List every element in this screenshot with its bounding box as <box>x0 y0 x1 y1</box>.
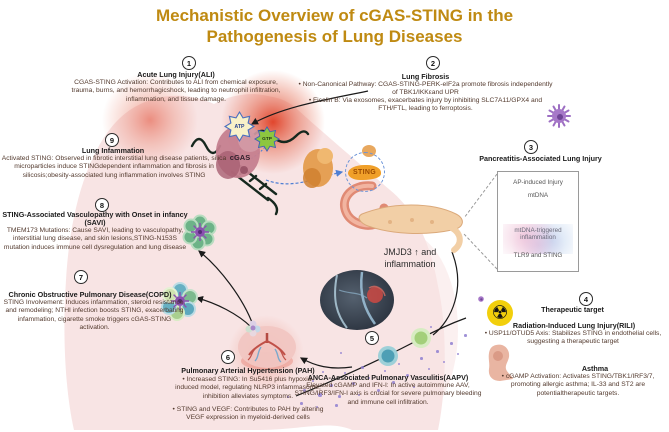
gtp-label: GTP <box>255 127 279 151</box>
atp-starburst-icon: ATP <box>224 111 255 142</box>
asthma-head-icon <box>488 344 513 381</box>
immune-cell-cluster <box>161 282 198 321</box>
jmjd3-line1: JMJD3 ↑ and <box>383 247 437 257</box>
section-5-title: ANCA-Associated Pulmonary Vasculitis(AAP… <box>307 373 469 382</box>
virus-icon <box>478 296 484 302</box>
section-2-title: Lung Fibrosis <box>401 72 450 81</box>
box-line-trigger: mtDNA-triggered inflammation <box>514 227 562 241</box>
box-line-ap: AP-induced Injury <box>513 179 563 186</box>
section-2-marker: 2 <box>426 56 440 70</box>
inflammation-cloud <box>503 224 573 254</box>
jmjd3-annotation: JMJD3 ↑ and inflammation <box>350 247 470 270</box>
section-6-bullet: • Increased STING: In Su5416 plus hypoxi… <box>175 376 321 400</box>
section-7-body: STING Involvement: Induces infammation, … <box>3 299 186 331</box>
gtp-starburst-icon: GTP <box>254 126 280 152</box>
section-9-marker: 9 <box>105 133 119 147</box>
sting-dashed-circle: STING <box>345 152 385 192</box>
curve-node-cells <box>378 328 431 366</box>
figure-title: Mechanistic Overview of cGAS-STING in th… <box>0 6 669 47</box>
flow-arrows <box>195 90 467 397</box>
box-line-mtdna: mtDNA <box>527 192 549 199</box>
section-6-bullet: • STING and VEGF: Contributes to PAH by … <box>172 406 324 422</box>
immune-cell-cluster-small <box>245 320 261 337</box>
section-4-marker: 4 <box>579 292 593 306</box>
section-9-body: Activated STING: Observed in fibrotic in… <box>1 155 227 179</box>
section-7-title: Chronic Obstructive Pulmonary Disease(CO… <box>8 290 172 299</box>
virus-icon <box>547 104 571 128</box>
section-2-bullet: • Ficolin B: Via exosomes, exacerbates i… <box>308 97 543 113</box>
sting-label: STING <box>348 165 381 180</box>
ap-injury-box: AP-induced Injury mtDNA mtDNA-triggered … <box>497 171 579 272</box>
asthma-title: Asthma <box>581 364 609 373</box>
section-1-marker: 1 <box>182 56 196 70</box>
rili-title: Radiation-Induced Lung Injury(RILI) <box>512 321 636 330</box>
section-2-bullet: • Non-Canonical Pathway: CGAS-STING-PERK… <box>298 81 553 97</box>
section-7-marker: 7 <box>74 270 88 284</box>
radiation-icon: ☢ <box>487 300 513 326</box>
cgas-label: cGAS <box>229 153 251 162</box>
immune-cell-cluster <box>182 214 217 251</box>
box-line-tlr9: TLR9 and STING <box>513 252 563 259</box>
section-3-marker: 3 <box>524 140 538 154</box>
section-9-title: Lung Infammation <box>81 146 145 155</box>
section-8-body: TMEM173 Mutations: Cause SAVI, leading t… <box>3 227 187 251</box>
section-8-title: STING-Associated Vasculopathy with Onset… <box>2 210 188 228</box>
section-4-title: Therapeutic target <box>541 305 604 314</box>
box-connector-dashes <box>463 173 498 270</box>
figure-title-line2: Pathogenesis of Lung Diseases <box>206 26 463 46</box>
figure-title-line1: Mechanistic Overview of cGAS-STING in th… <box>155 6 514 25</box>
vessel-micrograph <box>320 270 394 330</box>
section-3-title: Pancreatitis-Associated Lung Injury <box>479 154 602 163</box>
cgas-protein-icon <box>216 126 262 179</box>
alveoli-icon <box>238 326 296 370</box>
section-6-title: Pulmonary Arterial Hypertension (PAH) <box>181 366 315 375</box>
section-5-body: Elevated cGAMP and IFN-I: In active auto… <box>294 382 482 406</box>
section-8-marker: 8 <box>95 198 109 212</box>
asthma-body: • cGAMP Activation: Activates STING/TBK1… <box>501 373 655 397</box>
sting-protein-icon <box>303 145 376 188</box>
section-1-body: CGAS-STING Activation: Contributes to AL… <box>71 79 281 103</box>
section-1-title: Acute Lung Injury(ALI) <box>137 70 215 79</box>
jmjd3-line2: inflammation <box>384 258 436 269</box>
section-6-marker: 6 <box>221 350 235 364</box>
atp-label: ATP <box>226 113 253 140</box>
rili-body: • USP11/OTUD5 Axis: Stabilizes STING in … <box>484 330 662 346</box>
section-5-marker: 5 <box>365 331 379 345</box>
